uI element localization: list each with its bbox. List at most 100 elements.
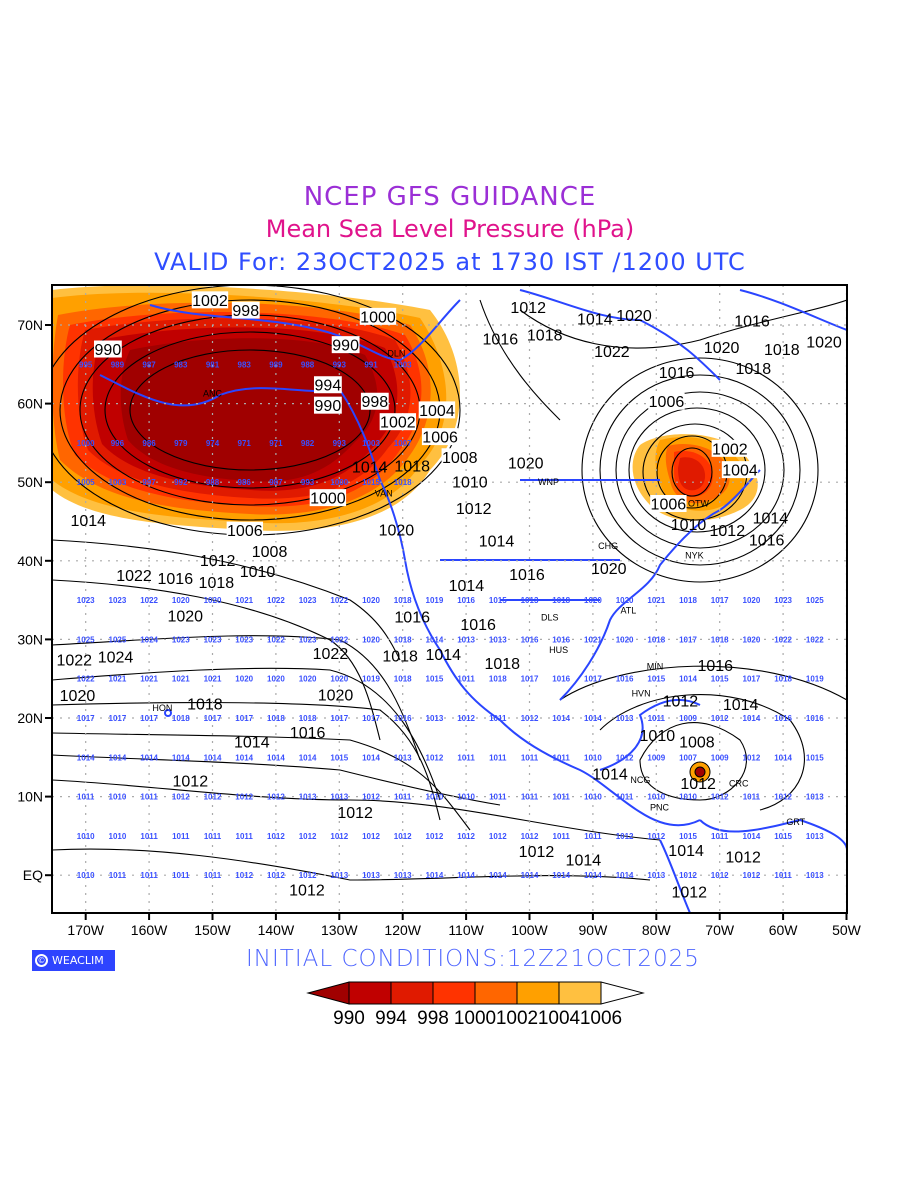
grid-value: 1022 [330, 596, 348, 605]
grid-value: 1010 [426, 793, 444, 802]
grid-value: 1014 [552, 714, 570, 723]
contour-label-bg [313, 376, 342, 394]
grid-value: 1012 [711, 871, 729, 880]
contour-label: 1018 [527, 327, 563, 344]
grid-value: 1007 [394, 439, 412, 448]
chart-title: NCEP GFS GUIDANCE [303, 182, 597, 212]
grid-value: 1010 [77, 832, 95, 841]
grid-value: 1018 [394, 596, 412, 605]
fill-990 [120, 338, 378, 482]
contour-label: 1002 [380, 415, 416, 432]
grid-value: 1017 [362, 714, 380, 723]
contour-label: 1006 [422, 430, 458, 447]
contour-label: 1010 [671, 517, 707, 534]
contour-label: 1016 [509, 567, 545, 584]
grid-value: 1011 [77, 793, 95, 802]
contour-label: 1020 [318, 688, 354, 705]
legend-label: 1006 [580, 1008, 622, 1029]
legend-label: 994 [375, 1008, 407, 1029]
lat-tick-label: 30N [17, 631, 43, 647]
grid-value: 1011 [489, 793, 507, 802]
contour-label-bg [313, 396, 342, 414]
grid-value: 1013 [362, 871, 380, 880]
grid-value: 1022 [267, 596, 285, 605]
grid-value: 1011 [489, 714, 507, 723]
contour-label-bg [421, 428, 459, 446]
grid-value: 1017 [109, 714, 127, 723]
fill-994 [92, 327, 398, 491]
grid-value: 1012 [457, 714, 475, 723]
contour-label: 1022 [594, 344, 630, 361]
contour-label: 1012 [663, 694, 699, 711]
grid-value: 1014 [77, 753, 95, 762]
grid-value: 1015 [647, 675, 665, 684]
contour-label: 1000 [310, 491, 346, 508]
contour-label: 1020 [704, 340, 740, 357]
grid-value: 1021 [204, 675, 222, 684]
grid-value: 1017 [584, 675, 602, 684]
station-label: CHG [598, 541, 618, 551]
grid-value: 1010 [109, 793, 127, 802]
grid-value: 1014 [552, 871, 570, 880]
grid-value: 1017 [679, 635, 697, 644]
grid-value: 1012 [711, 714, 729, 723]
grid-value: 1013 [806, 871, 824, 880]
lon-tick-label: 70W [705, 922, 735, 938]
grid-value: 1018 [489, 675, 507, 684]
lon-tick-label: 80W [642, 922, 672, 938]
grid-value: 1012 [172, 793, 190, 802]
contour-label: 990 [332, 338, 359, 355]
grid-value: 1021 [140, 675, 158, 684]
grid-value: 1012 [457, 832, 475, 841]
grid-value: 1011 [489, 753, 507, 762]
grid-value: 1016 [552, 635, 570, 644]
station-label: DLS [541, 612, 559, 622]
grid-value: 1013 [806, 832, 824, 841]
contour-label: 1006 [227, 523, 263, 540]
contour-label: 1020 [379, 522, 415, 539]
contour-label: 1022 [116, 568, 152, 585]
grid-value: 1018 [394, 478, 412, 487]
legend-label: 1002 [496, 1008, 538, 1029]
fill-998 [77, 318, 411, 499]
contour-label: 1018 [736, 361, 772, 378]
station-label: VAN [375, 489, 393, 499]
contour-label: 1006 [651, 497, 687, 514]
grid-value: 1017 [711, 596, 729, 605]
grid-value: 1017 [204, 714, 222, 723]
grid-value: 1009 [647, 753, 665, 762]
station-label: CRC [729, 779, 749, 789]
contour-label: 1016 [460, 617, 496, 634]
grid-value: 1012 [616, 832, 634, 841]
contour-label-bg [226, 521, 264, 539]
grid-value: 1009 [679, 714, 697, 723]
grid-value: 1011 [394, 793, 412, 802]
grid-value: 1015 [426, 675, 444, 684]
grid-value: 993 [333, 360, 347, 369]
grid-value: 1015 [679, 832, 697, 841]
grid-value: 1012 [426, 832, 444, 841]
station-label: HON [152, 703, 172, 713]
grid-value: 1025 [109, 635, 127, 644]
contour-label-bg [331, 336, 360, 354]
grid-value: 1011 [584, 832, 602, 841]
grid-value: 1020 [235, 675, 253, 684]
grid-value: 1013 [330, 793, 348, 802]
contour-label: 1014 [668, 843, 704, 860]
grid-value: 1012 [521, 832, 539, 841]
legend-swatch-below [306, 981, 350, 1005]
contour-label: 1014 [592, 767, 628, 784]
grid-value: 1011 [236, 832, 254, 841]
grid-value: 1012 [204, 793, 222, 802]
contour-label: 1018 [484, 656, 520, 673]
grid-value: 1014 [584, 871, 602, 880]
grid-value: 1017 [140, 714, 158, 723]
grid-value: 1018 [267, 714, 285, 723]
grid-value: 1011 [743, 793, 761, 802]
grid-value: 1014 [299, 753, 317, 762]
contour-label-bg [379, 413, 417, 431]
grid-value: 1016 [457, 596, 475, 605]
weaclim-logo: © WEACLIM [32, 950, 115, 971]
grid-value: 1011 [172, 871, 190, 880]
station-label: DLN [387, 349, 405, 359]
